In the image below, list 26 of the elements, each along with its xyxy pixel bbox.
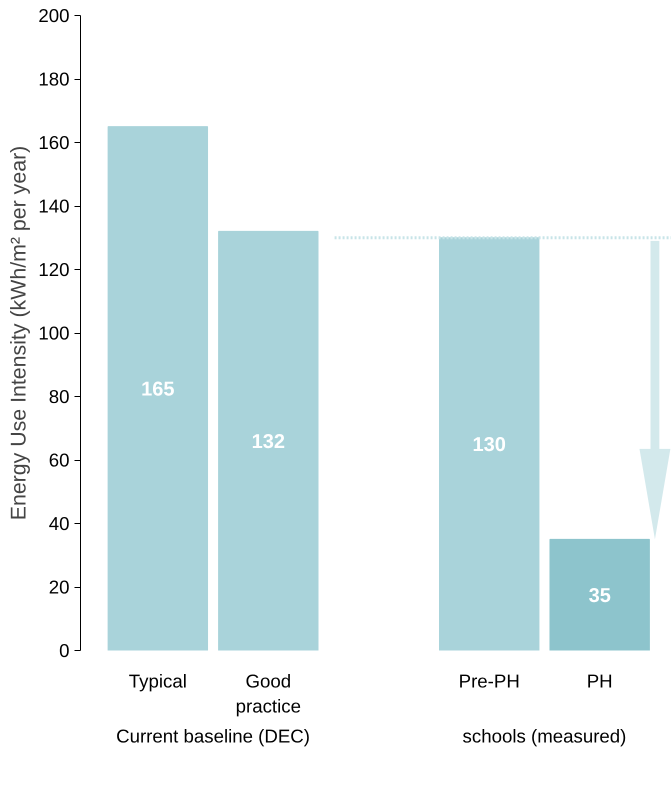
y-axis-title: Energy Use Intensity (kWh/m² per year) xyxy=(6,146,30,520)
data-label: 165 xyxy=(141,378,175,401)
x-tick-label: PH xyxy=(586,670,613,692)
text: Current baseline (DEC) xyxy=(116,726,310,746)
bar xyxy=(549,538,650,650)
y-tick-label: 160 xyxy=(38,132,70,153)
data-label: 132 xyxy=(252,430,285,453)
y-tick-label: 140 xyxy=(38,196,70,216)
bar xyxy=(108,126,208,650)
data-label: 35 xyxy=(588,584,611,607)
y-tick-label: 0 xyxy=(59,640,70,661)
y-tick-label: 200 xyxy=(38,5,70,26)
x-tick-label: Good practice xyxy=(236,670,301,717)
text: schools (measured) xyxy=(462,726,626,746)
data-label: 130 xyxy=(472,434,506,456)
bar xyxy=(218,230,319,650)
x-tick-label: Pre-PH xyxy=(458,670,520,692)
y-tick-label: 120 xyxy=(38,259,70,280)
bar xyxy=(439,237,540,650)
x-tick-label: Typical xyxy=(128,670,187,692)
y-tick-label: 20 xyxy=(48,576,70,598)
y-tick-label: 60 xyxy=(48,450,70,470)
y-tick-label: 40 xyxy=(48,513,70,534)
y-tick-label: 100 xyxy=(38,322,70,344)
y-tick-label: 180 xyxy=(38,68,70,90)
y-tick-label: 80 xyxy=(48,386,70,407)
